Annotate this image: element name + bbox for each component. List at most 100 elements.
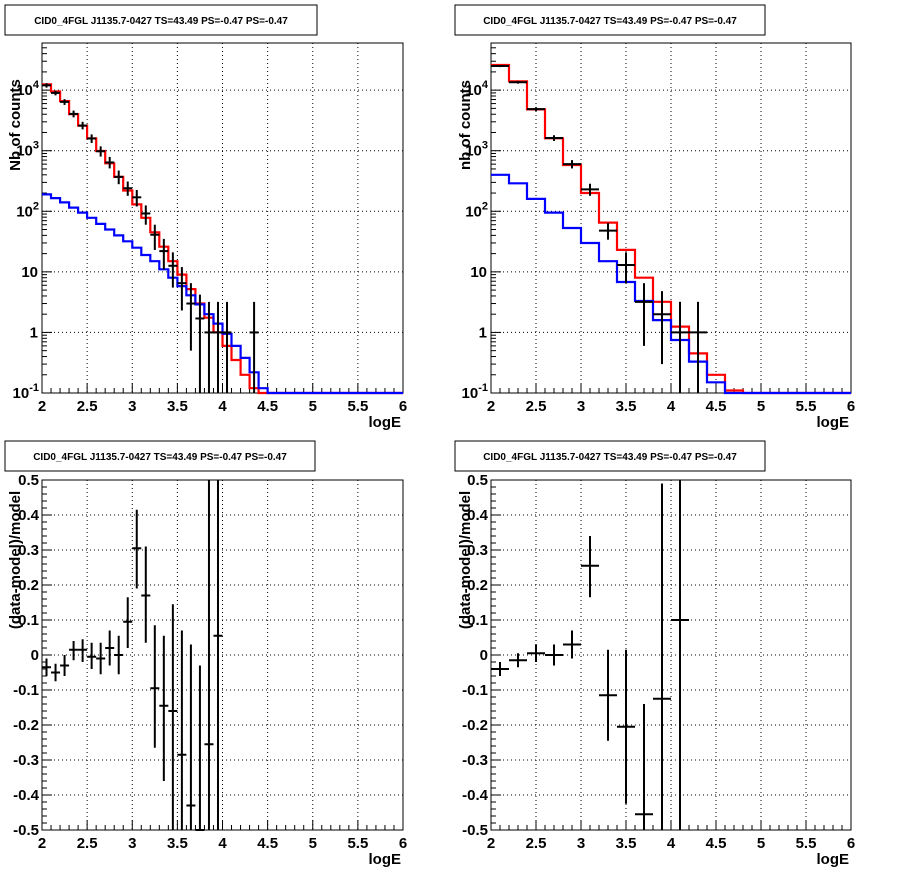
chart-title-box xyxy=(454,4,766,36)
y-tick-label: 10 xyxy=(470,264,487,281)
data-point xyxy=(545,135,563,141)
data-point xyxy=(527,107,545,112)
data-point xyxy=(617,649,635,804)
data-point xyxy=(222,301,232,393)
data-point xyxy=(509,653,527,668)
y-tick-label: 10 xyxy=(21,264,38,281)
data-point xyxy=(491,64,509,68)
x-axis-label: logE xyxy=(817,851,850,868)
data-point xyxy=(204,480,214,830)
y-tick-label: 0.2 xyxy=(18,577,39,594)
data-point xyxy=(105,156,115,169)
data-point xyxy=(150,224,160,250)
y-tick-label: 10-1 xyxy=(462,382,488,402)
data-point xyxy=(105,630,115,666)
x-axis-label: logE xyxy=(369,414,402,431)
data-point xyxy=(159,238,169,270)
x-tick-label: 6 xyxy=(399,398,407,415)
y-tick-label: 104 xyxy=(16,79,40,99)
data-point xyxy=(96,642,106,675)
data-point xyxy=(132,189,142,207)
data-point xyxy=(69,641,79,661)
data-point xyxy=(51,90,61,96)
y-axis-label: Nb of counts xyxy=(7,79,24,171)
x-tick-label: 4.5 xyxy=(257,398,278,415)
x-tick-label: 2 xyxy=(38,835,46,852)
chart-title: CID0_4FGL J1135.7-0427 TS=43.49 PS=-0.47… xyxy=(483,16,737,27)
x-tick-label: 5.5 xyxy=(347,835,368,852)
data-point xyxy=(87,642,97,669)
data-point xyxy=(69,110,79,118)
data-point xyxy=(581,183,599,196)
x-tick-label: 6 xyxy=(847,398,855,415)
x-tick-label: 3.5 xyxy=(167,835,188,852)
x-tick-label: 2.5 xyxy=(77,835,98,852)
chart-title: CID0_4FGL J1135.7-0427 TS=43.49 PS=-0.47… xyxy=(33,452,287,463)
data-point xyxy=(635,283,653,346)
y-tick-label: 0.4 xyxy=(467,507,489,524)
x-tick-label: 5 xyxy=(757,835,765,852)
y-tick-label: 102 xyxy=(465,200,488,220)
y-tick-label: 10-1 xyxy=(13,382,39,402)
x-tick-label: 3 xyxy=(577,398,585,415)
x-tick-label: 3 xyxy=(577,835,585,852)
data-point xyxy=(141,546,151,643)
data-point xyxy=(581,536,599,598)
x-tick-label: 5.5 xyxy=(796,398,817,415)
data-point xyxy=(114,170,124,185)
y-tick-label: 102 xyxy=(16,200,39,220)
data-point xyxy=(213,301,223,393)
y-tick-label: -0.1 xyxy=(13,682,39,699)
y-tick-label: 0.1 xyxy=(18,612,39,629)
x-tick-label: 3.5 xyxy=(616,835,637,852)
data-point xyxy=(78,121,88,130)
data-point xyxy=(491,662,509,676)
y-tick-label: 0.5 xyxy=(467,472,488,489)
data-point xyxy=(60,99,70,105)
x-tick-label: 2 xyxy=(487,398,495,415)
data-point xyxy=(150,625,160,748)
data-point xyxy=(168,252,178,288)
data-point xyxy=(213,480,223,830)
histogram-series-red xyxy=(42,83,403,395)
y-tick-label: 103 xyxy=(16,140,39,160)
data-point xyxy=(42,658,52,676)
data-point xyxy=(186,644,196,830)
y-tick-label: 0.5 xyxy=(18,472,39,489)
x-tick-label: 4.5 xyxy=(257,835,278,852)
x-tick-label: 4 xyxy=(667,398,676,415)
data-point xyxy=(204,301,214,393)
data-point xyxy=(123,181,133,196)
data-point xyxy=(671,301,689,393)
y-tick-label: -0.2 xyxy=(462,717,488,734)
data-point xyxy=(563,630,581,659)
x-axis-label: logE xyxy=(369,851,402,868)
data-point xyxy=(78,639,88,662)
x-tick-label: 6 xyxy=(399,835,407,852)
data-point xyxy=(141,205,151,225)
y-tick-label: -0.3 xyxy=(462,752,488,769)
data-point xyxy=(545,644,563,666)
chart-title-box xyxy=(4,440,316,472)
y-tick-label: 1 xyxy=(479,324,487,341)
y-tick-label: -0.4 xyxy=(462,787,489,804)
data-point xyxy=(509,80,527,84)
y-tick-label: -0.5 xyxy=(462,822,488,839)
data-point xyxy=(617,252,635,284)
data-point xyxy=(60,655,70,676)
x-tick-label: 4 xyxy=(218,398,227,415)
y-tick-label: -0.2 xyxy=(13,717,39,734)
chart-title-box xyxy=(454,440,766,472)
y-tick-label: 104 xyxy=(465,79,489,99)
y-tick-label: 103 xyxy=(465,140,488,160)
data-point xyxy=(599,223,617,240)
y-tick-label: 0 xyxy=(31,647,39,664)
chart-panel-3: CID0_4FGL J1135.7-0427 TS=43.49 PS=-0.47… xyxy=(4,440,407,868)
data-point xyxy=(132,509,142,589)
y-tick-label: 1 xyxy=(30,324,38,341)
data-point xyxy=(653,291,671,365)
y-tick-label: -0.5 xyxy=(13,822,39,839)
data-point xyxy=(42,83,52,88)
y-tick-label: 0.3 xyxy=(18,542,39,559)
